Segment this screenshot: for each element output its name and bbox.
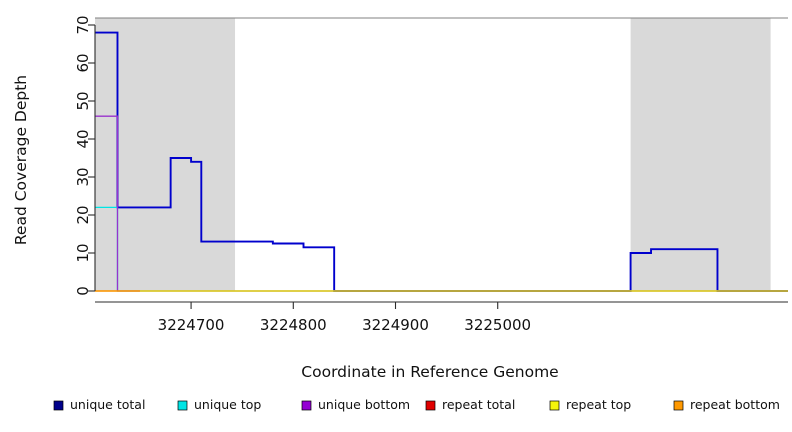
y-axis: 0 10 20 30 40 50 60 70 xyxy=(74,15,96,296)
y-tick-label-50: 50 xyxy=(74,91,92,110)
y-tick-label-40: 40 xyxy=(74,129,92,148)
x-axis: 3224700 3224800 3224900 3225000 xyxy=(95,301,788,334)
x-axis-title: Coordinate in Reference Genome xyxy=(301,363,558,381)
legend-swatch-repeat-bottom xyxy=(673,400,684,411)
legend-label-repeat-top: repeat top xyxy=(566,397,631,412)
legend-label-repeat-total: repeat total xyxy=(442,397,515,412)
legend-swatch-unique-bottom xyxy=(301,400,312,411)
shaded-region-0 xyxy=(95,18,236,291)
legend-label-unique-bottom: unique bottom xyxy=(318,397,410,412)
legend-label-unique-top: unique top xyxy=(194,397,261,412)
y-tick-label-0: 0 xyxy=(74,286,92,296)
y-tick-label-60: 60 xyxy=(74,53,92,72)
series-unique-total xyxy=(95,31,788,292)
legend-label-repeat-bottom: repeat bottom xyxy=(690,397,780,412)
x-tick-label-3224800: 3224800 xyxy=(260,316,327,334)
chart-legend: unique total unique top unique bottom repea… xyxy=(53,397,780,412)
shaded-repeat-regions xyxy=(95,18,771,291)
y-tick-label-20: 20 xyxy=(74,205,92,224)
legend-swatch-repeat-total xyxy=(425,400,436,411)
x-tick-label-3224900: 3224900 xyxy=(362,316,429,334)
legend-swatch-unique-top xyxy=(177,400,188,411)
legend-swatch-repeat-top xyxy=(549,400,560,411)
y-tick-label-10: 10 xyxy=(74,243,92,262)
x-tick-label-3224700: 3224700 xyxy=(158,316,225,334)
y-tick-label-30: 30 xyxy=(74,167,92,186)
shaded-region-1 xyxy=(630,18,771,291)
x-tick-label-3225000: 3225000 xyxy=(464,316,531,334)
series-group xyxy=(95,31,788,292)
legend-label-unique-total: unique total xyxy=(70,397,145,412)
legend-swatch-unique-total xyxy=(53,400,64,411)
y-tick-label-70: 70 xyxy=(74,15,92,34)
y-axis-title: Read Coverage Depth xyxy=(12,75,30,245)
